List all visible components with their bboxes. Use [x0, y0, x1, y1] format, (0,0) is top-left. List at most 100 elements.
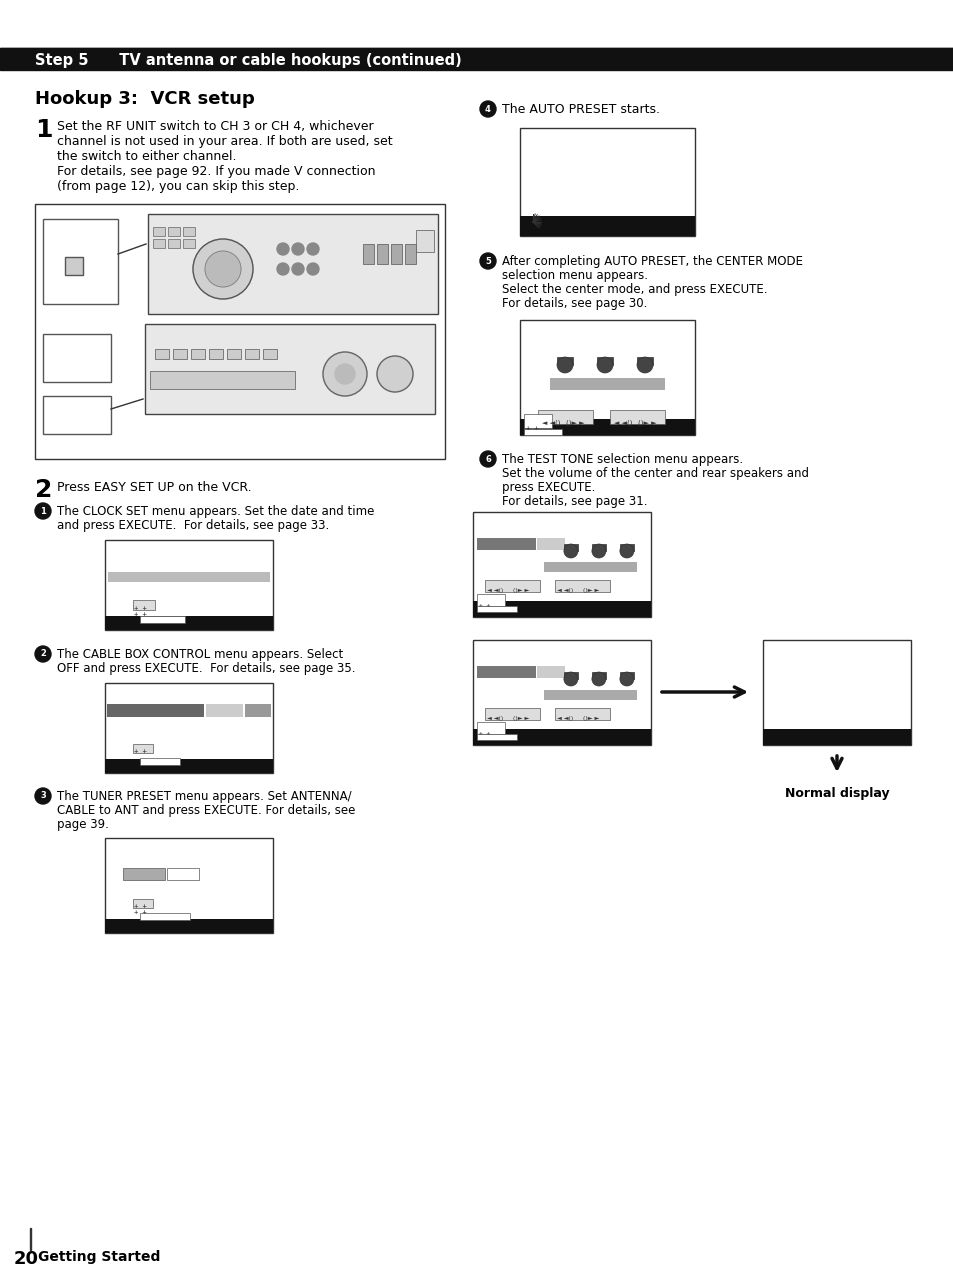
Circle shape	[292, 243, 304, 254]
Text: + +: + +	[133, 909, 147, 915]
Bar	[555, 580, 609, 591]
Circle shape	[35, 646, 51, 661]
Bar	[609, 410, 664, 424]
Text: the switch to either channel.: the switch to either channel.	[57, 150, 236, 163]
Text: + +: + +	[133, 605, 147, 611]
Bar	[484, 709, 539, 720]
Bar	[150, 371, 294, 389]
Text: press EXECUTE.: press EXECUTE.	[501, 481, 595, 494]
Text: ◄ ◄(): ◄ ◄()	[486, 716, 503, 721]
Bar	[637, 357, 652, 365]
Bar	[619, 672, 633, 679]
Bar	[363, 244, 374, 265]
Circle shape	[193, 239, 253, 299]
Text: page 39.: page 39.	[57, 818, 109, 831]
Circle shape	[591, 544, 605, 558]
Bar	[762, 640, 910, 745]
Bar	[43, 219, 118, 304]
Bar	[168, 226, 180, 237]
Text: ◄ ◄(): ◄ ◄()	[614, 420, 632, 426]
Circle shape	[307, 243, 318, 254]
Circle shape	[557, 357, 573, 373]
Bar	[105, 616, 273, 630]
Circle shape	[479, 253, 496, 268]
Text: 20: 20	[14, 1250, 39, 1268]
Text: Step 5      TV antenna or cable hookups (continued): Step 5 TV antenna or cable hookups (cont…	[35, 52, 461, 67]
Bar	[183, 239, 194, 248]
Bar	[519, 216, 695, 237]
Bar	[519, 128, 695, 237]
Text: 1: 1	[35, 118, 52, 142]
Bar	[43, 396, 111, 434]
Bar	[154, 349, 169, 359]
Bar	[519, 418, 695, 435]
Bar	[148, 214, 437, 314]
Text: 5: 5	[484, 257, 491, 266]
Text: 3: 3	[40, 791, 46, 800]
Bar	[245, 703, 271, 717]
Bar	[519, 321, 695, 435]
Circle shape	[276, 243, 289, 254]
Bar	[555, 709, 609, 720]
Circle shape	[307, 263, 318, 275]
Bar	[473, 513, 650, 617]
Bar	[523, 413, 552, 427]
Text: ()► ►: ()► ►	[565, 420, 584, 426]
Text: 2: 2	[35, 478, 52, 502]
Text: selection menu appears.: selection menu appears.	[501, 268, 647, 282]
Circle shape	[619, 544, 633, 558]
Bar	[476, 605, 517, 612]
Bar	[152, 226, 165, 237]
Bar	[123, 868, 165, 880]
Bar	[263, 349, 276, 359]
Text: For details, see page 92. If you made V connection: For details, see page 92. If you made V …	[57, 165, 375, 178]
Bar	[476, 722, 504, 734]
Bar	[476, 538, 536, 550]
Text: For details, see page 30.: For details, see page 30.	[501, 296, 647, 310]
Circle shape	[479, 100, 496, 117]
Bar	[550, 378, 664, 391]
Text: The CABLE BOX CONTROL menu appears. Select: The CABLE BOX CONTROL menu appears. Sele…	[57, 647, 343, 661]
Bar	[168, 239, 180, 248]
Bar	[405, 244, 416, 265]
Text: Hookup 3:  VCR setup: Hookup 3: VCR setup	[35, 90, 254, 108]
Circle shape	[563, 672, 578, 686]
Bar	[391, 244, 401, 265]
Text: OFF and press EXECUTE.  For details, see page 35.: OFF and press EXECUTE. For details, see …	[57, 661, 355, 675]
Bar	[105, 683, 273, 773]
Bar	[140, 758, 180, 764]
Bar	[416, 230, 434, 252]
Bar	[557, 357, 573, 365]
Bar	[105, 541, 273, 630]
Text: Set the RF UNIT switch to CH 3 or CH 4, whichever: Set the RF UNIT switch to CH 3 or CH 4, …	[57, 120, 374, 134]
Circle shape	[276, 263, 289, 275]
Bar	[183, 226, 194, 237]
Text: ◄ ◄(): ◄ ◄()	[486, 588, 503, 593]
Text: ◄ ◄(): ◄ ◄()	[557, 716, 573, 721]
Bar	[476, 594, 504, 605]
Circle shape	[292, 263, 304, 275]
Bar	[105, 838, 273, 932]
Text: ()► ►: ()► ►	[638, 420, 656, 426]
Bar	[132, 744, 152, 753]
Text: For details, see page 31.: For details, see page 31.	[501, 495, 647, 508]
Bar	[206, 703, 243, 717]
Bar	[537, 410, 593, 424]
Bar	[152, 239, 165, 248]
Text: (from page 12), you can skip this step.: (from page 12), you can skip this step.	[57, 181, 299, 193]
Text: Press EASY SET UP on the VCR.: Press EASY SET UP on the VCR.	[57, 481, 252, 494]
Circle shape	[376, 356, 413, 392]
Text: The CLOCK SET menu appears. Set the date and time: The CLOCK SET menu appears. Set the date…	[57, 505, 374, 518]
Circle shape	[479, 452, 496, 467]
Bar	[563, 672, 578, 679]
Text: channel is not used in your area. If both are used, set: channel is not used in your area. If bot…	[57, 135, 393, 148]
Bar	[30, 1227, 31, 1250]
Text: CABLE to ANT and press EXECUTE. For details, see: CABLE to ANT and press EXECUTE. For deta…	[57, 804, 355, 817]
Bar	[35, 204, 444, 459]
Bar	[191, 349, 205, 359]
Text: 1: 1	[40, 506, 46, 515]
Text: Set the volume of the center and rear speakers and: Set the volume of the center and rear sp…	[501, 467, 808, 480]
Circle shape	[323, 352, 367, 396]
Bar	[107, 703, 204, 717]
Circle shape	[205, 251, 241, 287]
